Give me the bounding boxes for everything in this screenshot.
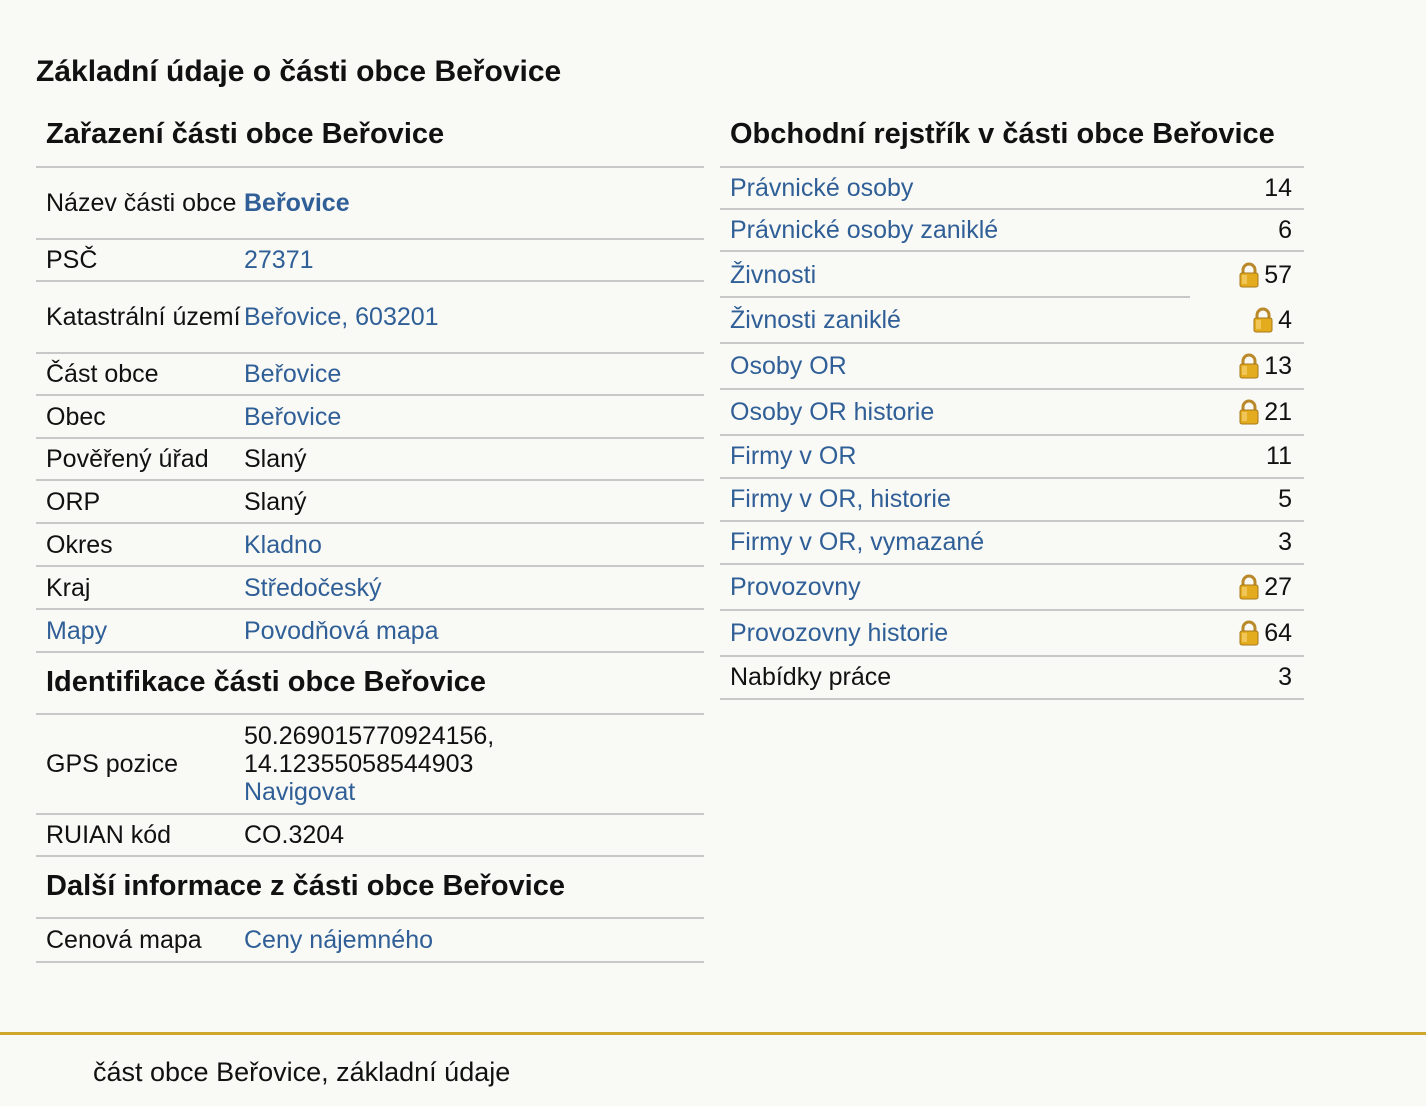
row-zivnosti-zanikle: Živnosti zaniklé 4	[720, 298, 1304, 344]
row-osoby-or-historie: Osoby OR historie 21	[720, 390, 1304, 436]
lock-icon	[1238, 353, 1260, 379]
lock-icon	[1238, 620, 1260, 646]
pravnicke-osoby-link[interactable]: Právnické osoby	[730, 173, 914, 202]
row-firmy-v-or-vymazane: Firmy v OR, vymazané 3	[720, 522, 1304, 565]
footer-divider	[0, 1032, 1426, 1035]
row-label: Obec	[46, 402, 106, 431]
count-value: 4	[1278, 305, 1292, 334]
row-psc: PSČ 27371	[36, 240, 704, 282]
row-provozovny-historie: Provozovny historie 64	[720, 611, 1304, 657]
row-gps-pozice: GPS pozice 50.269015770924156, 14.123550…	[36, 715, 704, 815]
osoby-or-link[interactable]: Osoby OR	[730, 351, 847, 380]
osoby-or-historie-link[interactable]: Osoby OR historie	[730, 397, 935, 426]
orp-value: Slaný	[244, 487, 307, 516]
row-label: GPS pozice	[46, 750, 179, 778]
row-cast-obce: Část obce Beřovice	[36, 354, 704, 396]
row-katastralni-uzemi: Katastrální území Beřovice, 603201	[36, 282, 704, 354]
gps-latitude: 50.269015770924156,	[244, 722, 495, 750]
row-pravnicke-osoby-zanikle: Právnické osoby zaniklé 6	[720, 210, 1304, 252]
mapy-link[interactable]: Mapy	[46, 616, 108, 645]
row-provozovny: Provozovny 27	[720, 565, 1304, 611]
row-cenova-mapa: Cenová mapa Ceny nájemného	[36, 919, 704, 963]
row-ruian-kod: RUIAN kód CO.3204	[36, 815, 704, 857]
row-pravnicke-osoby: Právnické osoby 14	[720, 168, 1304, 210]
row-label: ORP	[46, 487, 101, 516]
lock-icon	[1238, 399, 1260, 425]
katastralni-uzemi-link[interactable]: Beřovice, 603201	[244, 303, 439, 331]
row-label: Okres	[46, 530, 113, 559]
count-value: 21	[1264, 397, 1292, 426]
row-label: Kraj	[46, 573, 91, 602]
pravnicke-osoby-zanikle-link[interactable]: Právnické osoby zaniklé	[730, 215, 999, 244]
row-kraj: Kraj Středočeský	[36, 567, 704, 610]
povereny-urad-value: Slaný	[244, 445, 307, 473]
zivnosti-link[interactable]: Živnosti	[730, 260, 817, 289]
navigate-link[interactable]: Navigovat	[244, 778, 356, 806]
identifikace-title: Identifikace části obce Beřovice	[36, 653, 704, 715]
ceny-najemneho-link[interactable]: Ceny nájemného	[244, 926, 434, 954]
page-title: Základní údaje o části obce Beřovice	[36, 55, 562, 88]
row-label: Cenová mapa	[46, 926, 202, 954]
row-label: PSČ	[46, 246, 98, 274]
count-value: 27	[1264, 572, 1292, 601]
row-label: Název části obce	[46, 189, 237, 217]
row-firmy-v-or: Firmy v OR 11	[720, 436, 1304, 479]
kraj-link[interactable]: Středočeský	[244, 573, 382, 602]
row-mapy: Mapy Povodňová mapa	[36, 610, 704, 653]
row-zivnosti: Živnosti 57	[720, 252, 1304, 298]
row-okres: Okres Kladno	[36, 524, 704, 567]
count-value: 3	[1278, 663, 1292, 691]
count-value: 11	[1266, 442, 1292, 470]
firmy-v-or-historie-link[interactable]: Firmy v OR, historie	[730, 485, 951, 513]
nabidky-prace-label: Nabídky práce	[730, 663, 892, 691]
provozovny-link[interactable]: Provozovny	[730, 572, 861, 601]
lock-icon	[1238, 262, 1260, 288]
lock-icon	[1238, 574, 1260, 600]
footer-text: část obce Beřovice, základní údaje	[93, 1057, 511, 1087]
row-nabidky-prace: Nabídky práce 3	[720, 657, 1304, 700]
count-value: 57	[1264, 260, 1292, 289]
okres-link[interactable]: Kladno	[244, 530, 322, 559]
povodnova-mapa-link[interactable]: Povodňová mapa	[244, 616, 439, 645]
firmy-v-or-vymazane-link[interactable]: Firmy v OR, vymazané	[730, 528, 985, 556]
gps-longitude: 14.12355058544903	[244, 750, 474, 778]
zarazeni-title: Zařazení části obce Beřovice	[36, 108, 704, 168]
row-osoby-or: Osoby OR 13	[720, 344, 1304, 390]
lock-icon	[1252, 307, 1274, 333]
basic-info-column: Zařazení části obce Beřovice Název části…	[36, 108, 704, 963]
obec-link[interactable]: Beřovice	[244, 402, 342, 431]
zivnosti-zanikle-link[interactable]: Živnosti zaniklé	[730, 305, 901, 334]
psc-link[interactable]: 27371	[244, 246, 314, 274]
count-value: 14	[1264, 173, 1292, 202]
count-value: 64	[1264, 618, 1292, 647]
cast-obce-link[interactable]: Beřovice	[244, 360, 342, 388]
row-label: Pověřený úřad	[46, 445, 209, 473]
row-label: Katastrální území	[46, 303, 241, 331]
row-label: Část obce	[46, 360, 159, 388]
ruian-value: CO.3204	[244, 821, 345, 849]
row-povereny-urad: Pověřený úřad Slaný	[36, 439, 704, 481]
count-value: 13	[1264, 351, 1292, 380]
firmy-v-or-link[interactable]: Firmy v OR	[730, 442, 857, 470]
row-nazev-casti-obce: Název části obce Beřovice	[36, 168, 704, 240]
row-firmy-v-or-historie: Firmy v OR, historie 5	[720, 479, 1304, 522]
row-label: RUIAN kód	[46, 821, 172, 849]
row-obec: Obec Beřovice	[36, 396, 704, 439]
nazev-casti-obce-link[interactable]: Beřovice	[244, 189, 350, 217]
count-value: 5	[1278, 485, 1292, 513]
dalsi-informace-title: Další informace z části obce Beřovice	[36, 857, 704, 919]
provozovny-historie-link[interactable]: Provozovny historie	[730, 618, 949, 647]
obchodni-rejstrik-column: Obchodní rejstřík v části obce Beřovice …	[720, 108, 1304, 700]
row-orp: ORP Slaný	[36, 481, 704, 524]
count-value: 6	[1278, 215, 1292, 244]
count-value: 3	[1278, 528, 1292, 556]
obchodni-rejstrik-title: Obchodní rejstřík v části obce Beřovice	[720, 108, 1304, 168]
